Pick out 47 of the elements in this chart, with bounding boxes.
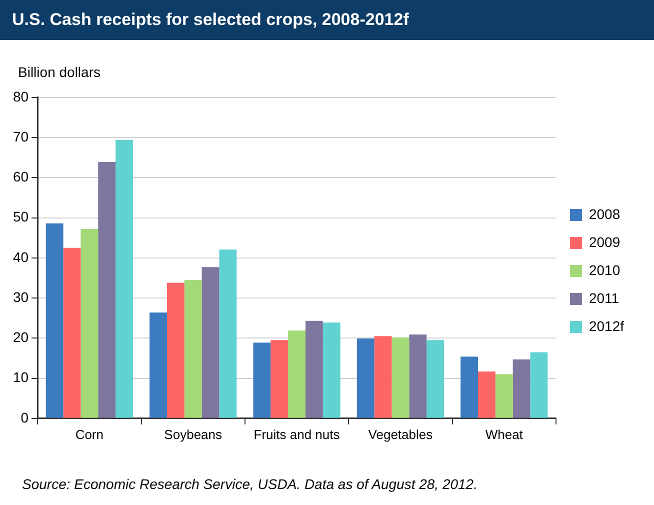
bar <box>305 320 323 418</box>
legend-label: 2012f <box>588 318 624 334</box>
y-tick-label: 30 <box>12 288 29 305</box>
bar <box>46 223 64 418</box>
legend-label: 2011 <box>588 290 620 306</box>
bar <box>426 340 444 418</box>
bar <box>495 374 513 418</box>
bar <box>116 140 133 418</box>
bar <box>150 312 167 418</box>
legend-label: 2008 <box>588 206 620 222</box>
bar <box>184 280 202 418</box>
y-tick-label: 10 <box>12 369 29 386</box>
bar <box>98 162 116 418</box>
source-note: Source: Economic Research Service, USDA. Data as of August 28, 2012. <box>22 476 478 492</box>
bar <box>478 371 496 418</box>
bar <box>202 267 220 418</box>
y-tick-label: 50 <box>12 208 29 225</box>
legend-label: 2010 <box>588 262 620 278</box>
chart-title: U.S. Cash receipts for selected crops, 2008-2012f <box>0 0 654 40</box>
bar <box>219 249 237 418</box>
x-tick-label: Fruits and nuts <box>254 426 340 442</box>
y-tick-label: 20 <box>12 329 29 346</box>
bar <box>460 356 478 418</box>
bar <box>512 359 530 418</box>
legend-label: 2009 <box>588 234 620 250</box>
bar <box>392 337 410 418</box>
bar <box>530 352 548 418</box>
x-tick-label: Corn <box>75 426 104 442</box>
bar <box>63 248 81 418</box>
y-tick-label: 60 <box>12 168 29 185</box>
bar <box>374 336 392 418</box>
bar <box>80 229 98 418</box>
bar <box>288 330 306 418</box>
bar <box>166 282 184 418</box>
bar <box>409 334 427 418</box>
bar <box>253 342 271 418</box>
y-tick-label: 0 <box>20 409 29 426</box>
y-tick-label: 80 <box>12 88 29 104</box>
x-tick-label: Soybeans <box>164 426 222 442</box>
y-tick-label: 70 <box>12 128 29 144</box>
y-axis-title: Billion dollars <box>18 64 100 80</box>
bar <box>356 338 374 418</box>
bar <box>270 340 288 418</box>
x-tick-label: Vegetables <box>368 426 434 442</box>
x-tick-label: Wheat <box>485 426 524 442</box>
bar <box>322 322 340 418</box>
y-tick-label: 40 <box>12 248 29 265</box>
